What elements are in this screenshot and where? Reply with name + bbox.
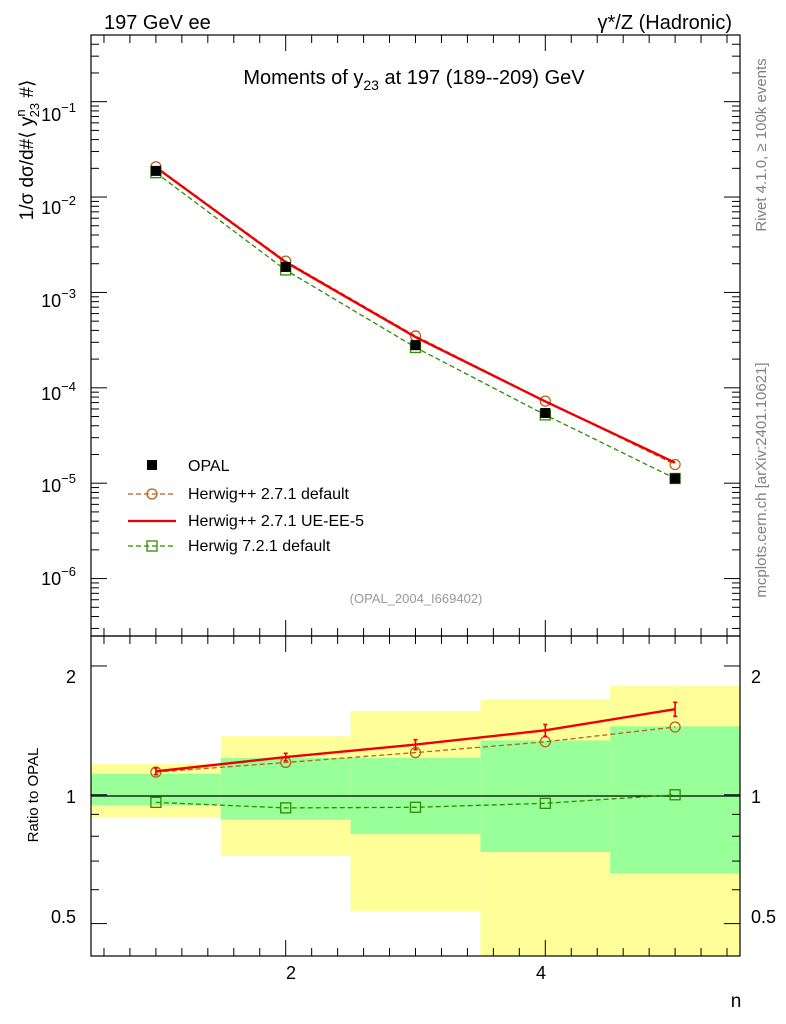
ratio-panel: Ratio to OPAL 2 1 0.5 2 1 0.5 2 4 n <box>25 635 776 1012</box>
ratio-point-herwig-2-7-1-default <box>669 721 681 733</box>
ratio-series <box>150 701 681 814</box>
main-point-herwig-2-7-1-default <box>539 395 551 407</box>
main-line-herwig-7-2-1-default <box>155 172 676 480</box>
x-axis-label: n <box>731 991 742 1012</box>
ratio-y-tick-label-right: 2 <box>751 667 761 687</box>
main-panel: Moments of y23 at 197 (189--209) GeV 1/σ… <box>13 34 741 637</box>
analysis-id: (OPAL_2004_I669402) <box>350 591 483 606</box>
ratio-bands <box>91 685 740 956</box>
header-right: γ*/Z (Hadronic) <box>598 12 732 34</box>
main-y-tick-labels: 10−1 10−2 10−3 10−4 10−5 10−6 <box>41 100 76 589</box>
legend-label-opal: OPAL <box>188 458 230 475</box>
main-line-herwig-2-7-1-default <box>155 166 676 466</box>
main-y-tick-label: 10−1 <box>41 100 76 125</box>
main-point-opal <box>410 340 421 351</box>
main-y-tick-label: 10−6 <box>41 564 76 589</box>
main-y-axis-label: 1/σ dσ/d#⟨ yn23 #⟩ <box>13 80 42 221</box>
legend-label-h271-default: Herwig++ 2.7.1 default <box>188 486 350 503</box>
ratio-point-herwig-7-2-1-default <box>409 801 422 813</box>
ratio-line-herwig-2-7-1-default <box>155 726 676 773</box>
legend-label-h271-ueee5: Herwig++ 2.7.1 UE-EE-5 <box>188 513 364 530</box>
legend: OPAL Herwig++ 2.7.1 default Herwig++ 2.7… <box>128 458 364 555</box>
ratio-point-herwig-7-2-1-default <box>669 789 681 801</box>
legend-label-h721-default: Herwig 7.2.1 default <box>188 538 331 555</box>
ratio-y-tick-label-right: 0.5 <box>751 907 776 927</box>
ratio-point-herwig-7-2-1-default <box>150 796 162 809</box>
main-y-tick-label: 10−5 <box>41 471 76 496</box>
ratio-point-herwig-7-2-1-default <box>280 802 292 814</box>
main-point-opal <box>280 261 291 272</box>
x-tick-label: 4 <box>536 963 546 983</box>
legend-marker-h271-default <box>146 488 158 500</box>
ratio-y-tick-label-right: 1 <box>751 787 761 807</box>
ratio-band-inner <box>220 757 351 820</box>
legend-marker-opal <box>147 460 157 470</box>
main-point-opal <box>670 473 681 484</box>
rivet-version-text: Rivet 4.1.0, ≥ 100k events <box>753 58 770 231</box>
main-point-opal <box>540 407 551 418</box>
main-line-herwig-2-7-1-ue-ee-5 <box>155 166 676 464</box>
main-y-tick-label: 10−2 <box>41 193 76 218</box>
ratio-y-tick-label-left: 2 <box>66 667 76 687</box>
mcplots-text: mcplots.cern.ch [arXiv:2401.10621] <box>753 362 770 597</box>
main-point-herwig-2-7-1-default <box>669 458 681 471</box>
ratio-band-inner <box>91 773 221 806</box>
chart-title: Moments of y23 at 197 (189--209) GeV <box>243 67 585 93</box>
main-series <box>150 161 681 485</box>
main-point-opal <box>150 165 161 176</box>
ratio-y-axis-label: Ratio to OPAL <box>25 748 42 843</box>
main-y-tick-label: 10−4 <box>41 379 76 404</box>
x-tick-label: 2 <box>286 963 296 983</box>
ratio-point-herwig-2-7-1-default <box>150 766 162 778</box>
header-left: 197 GeV ee <box>104 12 211 34</box>
ratio-point-herwig-7-2-1-default <box>539 797 551 809</box>
main-axis-ticks <box>91 34 740 636</box>
ratio-axis-ticks <box>91 636 740 956</box>
ratio-y-tick-label-left: 1 <box>66 787 76 807</box>
main-y-tick-label: 10−3 <box>41 286 76 311</box>
ratio-line-herwig-7-2-1-default <box>155 794 676 809</box>
ratio-frame <box>90 635 741 957</box>
legend-marker-h721-default <box>146 540 158 552</box>
ratio-y-tick-label-left: 0.5 <box>51 907 76 927</box>
